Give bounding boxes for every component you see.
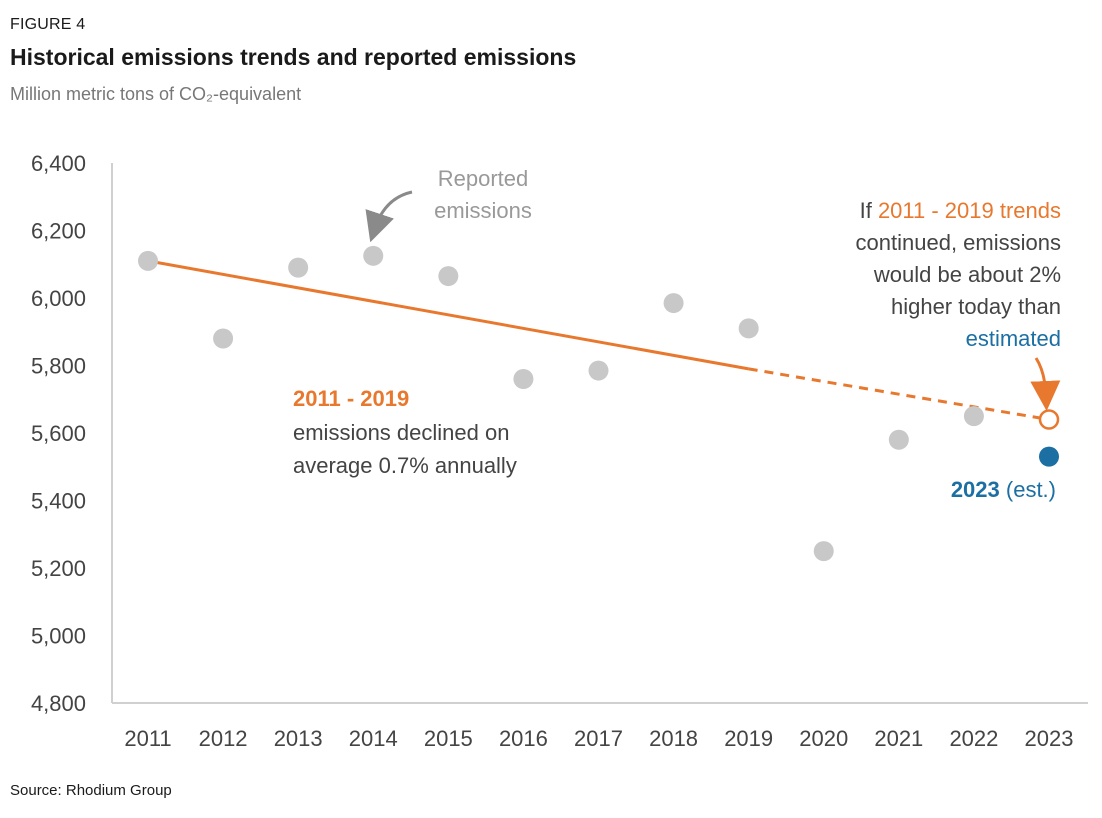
y-tick-label: 5,000	[31, 624, 86, 649]
x-tick-label: 2017	[574, 726, 623, 751]
x-tick-label: 2021	[874, 726, 923, 751]
x-tick-label: 2020	[799, 726, 848, 751]
x-tick-label: 2019	[724, 726, 773, 751]
reported-point	[588, 360, 609, 381]
projection-arrow	[1030, 357, 1061, 411]
chart-axes	[111, 163, 1088, 704]
reported-point	[813, 541, 834, 562]
trend-dashed-line	[748, 367, 1050, 421]
projection-line4: higher today than	[891, 294, 1061, 319]
trend-heading: 2011 - 2019	[293, 386, 409, 411]
projection-line2: continued, emissions	[856, 230, 1061, 255]
reported-point	[288, 257, 309, 278]
estimate-label: 2023 (est.)	[951, 477, 1056, 502]
chart-title: Historical emissions trends and reported…	[10, 44, 577, 70]
y-tick-label: 6,400	[31, 151, 86, 176]
y-tick-label: 5,600	[31, 421, 86, 446]
trend-line	[147, 259, 1050, 421]
reported-point	[363, 245, 384, 266]
y-tick-label: 4,800	[31, 691, 86, 716]
reported-point	[888, 429, 909, 450]
x-tick-label: 2014	[349, 726, 398, 751]
y-tick-label: 6,000	[31, 286, 86, 311]
chart-subtitle: Million metric tons of CO₂-equivalent	[10, 84, 302, 104]
data-points	[138, 245, 1060, 562]
trend-line2: average 0.7% annually	[293, 453, 517, 478]
reported-point	[513, 369, 534, 389]
reported-arrow	[365, 190, 413, 243]
reported-point	[738, 318, 759, 339]
reported-point	[138, 250, 158, 271]
trend-line1: emissions declined on	[293, 420, 509, 445]
reported-point	[213, 328, 234, 349]
reported-label-line2: emissions	[434, 198, 532, 223]
x-tick-label: 2012	[199, 726, 248, 751]
estimate-year: 2023	[951, 477, 1000, 502]
x-tick-label: 2015	[424, 726, 473, 751]
x-tick-label: 2011	[124, 726, 171, 751]
reported-point	[963, 406, 984, 427]
source-note: Source: Rhodium Group	[10, 782, 172, 799]
trend-solid-line	[147, 259, 749, 371]
y-tick-label: 5,400	[31, 489, 86, 514]
x-tick-label: 2013	[274, 726, 323, 751]
figure-label: FIGURE 4	[10, 16, 86, 33]
reported-label-line1: Reported	[438, 166, 529, 191]
reported-point	[663, 293, 684, 314]
x-tick-label: 2023	[1025, 726, 1074, 751]
projection-prefix: If	[860, 198, 878, 223]
estimate-point	[1039, 446, 1059, 467]
x-tick-label: 2016	[499, 726, 548, 751]
projection-line5: estimated	[966, 326, 1061, 351]
projected-point	[1038, 409, 1060, 430]
projection-highlight: 2011 - 2019 trends	[878, 198, 1061, 223]
y-tick-label: 5,200	[31, 556, 86, 581]
x-tick-label: 2022	[949, 726, 998, 751]
estimate-suffix: (est.)	[1000, 477, 1056, 502]
y-axis-ticks: 6,400 6,200 6,000 5,800 5,600 5,400 5,200 5,000…	[31, 151, 86, 716]
x-tick-label: 2018	[649, 726, 698, 751]
y-tick-label: 6,200	[31, 219, 86, 244]
reported-point	[438, 266, 459, 287]
projection-line1: If 2011 - 2019 trends	[860, 198, 1061, 223]
x-axis-ticks: 2011 2012 2013 2014 2015 2016 2017 2018 2019 2020…	[124, 726, 1073, 751]
projection-line3: would be about 2%	[873, 262, 1061, 287]
y-tick-label: 5,800	[31, 354, 86, 379]
